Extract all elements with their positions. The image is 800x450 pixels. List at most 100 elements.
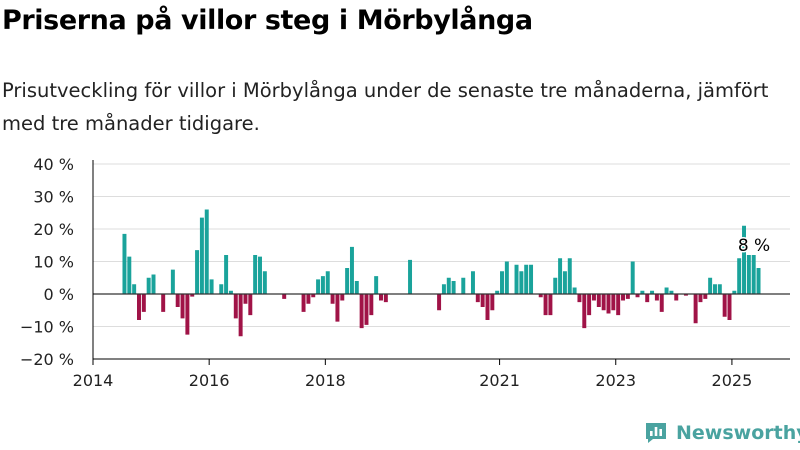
- bar: [359, 294, 364, 329]
- bar: [514, 264, 519, 294]
- bar-chart: −20 %−10 %0 %10 %20 %30 %40 % 2014 2016 20…: [20, 155, 790, 390]
- bar: [485, 294, 490, 320]
- bar: [316, 279, 321, 295]
- bar: [625, 294, 630, 299]
- x-tick-label: 2021: [479, 371, 520, 390]
- bar: [335, 294, 340, 322]
- bar: [698, 294, 703, 303]
- bar: [340, 294, 345, 301]
- bar: [693, 294, 698, 324]
- bar: [190, 294, 195, 297]
- bar: [170, 269, 175, 295]
- brand: Newsworthy: [644, 419, 800, 447]
- bar: [151, 274, 156, 294]
- bar: [461, 277, 466, 294]
- bar: [621, 294, 625, 301]
- bar: [369, 294, 374, 316]
- bar: [708, 277, 713, 294]
- bar: [301, 294, 306, 312]
- bar: [616, 294, 621, 316]
- bar: [311, 294, 316, 298]
- bar: [495, 290, 500, 294]
- bar: [683, 294, 688, 296]
- bar: [446, 277, 451, 294]
- bar: [141, 294, 146, 312]
- bar: [233, 294, 238, 319]
- bar: [258, 256, 262, 295]
- bar-series: [122, 209, 761, 337]
- bar: [490, 294, 495, 311]
- bar: [132, 284, 137, 294]
- bar: [524, 264, 529, 294]
- bar: [379, 294, 383, 301]
- y-tick-label: −20 %: [20, 350, 74, 369]
- bar: [664, 287, 669, 294]
- y-tick-label: 30 %: [33, 188, 74, 207]
- bar: [345, 268, 350, 294]
- bar: [320, 276, 325, 295]
- x-tick-label: 2014: [73, 371, 114, 390]
- bar: [553, 277, 558, 294]
- bar: [751, 255, 756, 294]
- bar: [596, 294, 601, 307]
- bar: [703, 294, 708, 299]
- bar: [572, 287, 577, 294]
- bar: [228, 290, 233, 294]
- bar: [253, 255, 258, 294]
- bar: [630, 261, 635, 294]
- bar: [161, 294, 166, 312]
- brand-name: Newsworthy: [676, 422, 800, 444]
- bar: [742, 225, 746, 294]
- y-tick-label: 20 %: [33, 220, 74, 239]
- bar: [238, 294, 243, 337]
- bar: [122, 233, 127, 295]
- bar: [732, 290, 737, 294]
- y-tick-label: −10 %: [20, 318, 74, 337]
- bar: [195, 250, 200, 295]
- y-tick-label: 0 %: [44, 285, 74, 304]
- bar: [374, 276, 379, 295]
- bar: [470, 271, 475, 294]
- newsworthy-logo-icon: [646, 423, 666, 443]
- bar: [325, 271, 330, 294]
- bar: [209, 279, 214, 295]
- bar: [519, 271, 524, 294]
- bar: [248, 294, 253, 316]
- x-tick-label: 2016: [189, 371, 230, 390]
- y-axis-ticks: −20 % −10 % 0 % 10 % 20 % 30 % 40 %: [20, 155, 74, 369]
- bar: [500, 271, 504, 294]
- bar: [504, 261, 509, 294]
- bar: [480, 294, 485, 307]
- bar: [282, 294, 287, 299]
- bar: [756, 268, 761, 294]
- bar: [441, 284, 446, 294]
- bar: [611, 294, 616, 311]
- bar: [306, 294, 311, 304]
- bar: [529, 264, 534, 294]
- x-tick-label: 2018: [305, 371, 346, 390]
- bar: [737, 258, 742, 294]
- bar: [137, 294, 141, 320]
- bar: [451, 281, 456, 294]
- x-tick-label: 2023: [595, 371, 636, 390]
- annotation-label: 8 %: [738, 236, 770, 256]
- bar: [127, 256, 132, 295]
- bar: [746, 255, 751, 294]
- annotations: 8 %: [736, 235, 771, 258]
- bar: [727, 294, 732, 320]
- bar: [635, 294, 640, 298]
- bar: [475, 294, 480, 303]
- bar: [408, 259, 413, 295]
- y-tick-label: 10 %: [33, 253, 74, 272]
- bar: [175, 294, 180, 307]
- bar: [146, 277, 151, 294]
- bar: [582, 294, 587, 329]
- bar: [548, 294, 553, 316]
- bar: [364, 294, 369, 325]
- bar: [354, 281, 359, 294]
- bar: [543, 294, 548, 316]
- bar: [591, 294, 596, 301]
- bar: [567, 258, 572, 294]
- bar: [650, 290, 655, 294]
- bar: [199, 217, 204, 295]
